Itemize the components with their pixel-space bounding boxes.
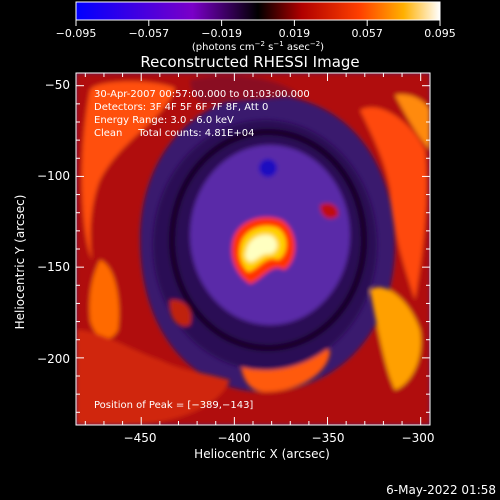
x-tick-label: −300 bbox=[402, 431, 435, 445]
chart-title: Reconstructed RHESSI Image bbox=[140, 53, 359, 71]
heatmap-image bbox=[76, 73, 430, 425]
x-axis-label: Heliocentric X (arcsec) bbox=[194, 447, 330, 461]
colorbar bbox=[75, 1, 441, 21]
y-tick-label: −100 bbox=[37, 169, 70, 183]
y-tick-label: −50 bbox=[45, 78, 70, 92]
colorbar-tick-label: 0.057 bbox=[351, 27, 383, 40]
colorbar-tick-label: −0.057 bbox=[128, 27, 169, 40]
info-time-range: 30-Apr-2007 00:57:00.000 to 01:03:00.000 bbox=[94, 89, 310, 100]
colorbar-ticks bbox=[75, 20, 441, 26]
footer-timestamp: 6-May-2022 01:58 bbox=[386, 483, 496, 497]
axis-ticks bbox=[76, 73, 430, 425]
x-tick-label: −400 bbox=[218, 431, 251, 445]
peak-position-label: Position of Peak = [−389,−143] bbox=[94, 400, 253, 411]
colorbar-tick-label: 0.095 bbox=[424, 27, 456, 40]
colorbar-units: (photons cm−2 s−1 asec−2) bbox=[192, 40, 324, 53]
info-total-counts: Clean Total counts: 4.81E+04 bbox=[94, 128, 254, 139]
colorbar-tick-label: −0.019 bbox=[201, 27, 242, 40]
info-detectors: Detectors: 3F 4F 5F 6F 7F 8F, Att 0 bbox=[94, 102, 268, 113]
colorbar-tick-label: 0.019 bbox=[279, 27, 311, 40]
x-tick-label: −350 bbox=[312, 431, 345, 445]
y-tick-label: −200 bbox=[37, 352, 70, 366]
x-tick-label: −450 bbox=[124, 431, 157, 445]
colorbar-tick-label: −0.095 bbox=[56, 27, 97, 40]
info-energy-range: Energy Range: 3.0 - 6.0 keV bbox=[94, 115, 234, 126]
y-tick-label: −150 bbox=[37, 260, 70, 274]
y-axis-label: Heliocentric Y (arcsec) bbox=[13, 195, 27, 330]
